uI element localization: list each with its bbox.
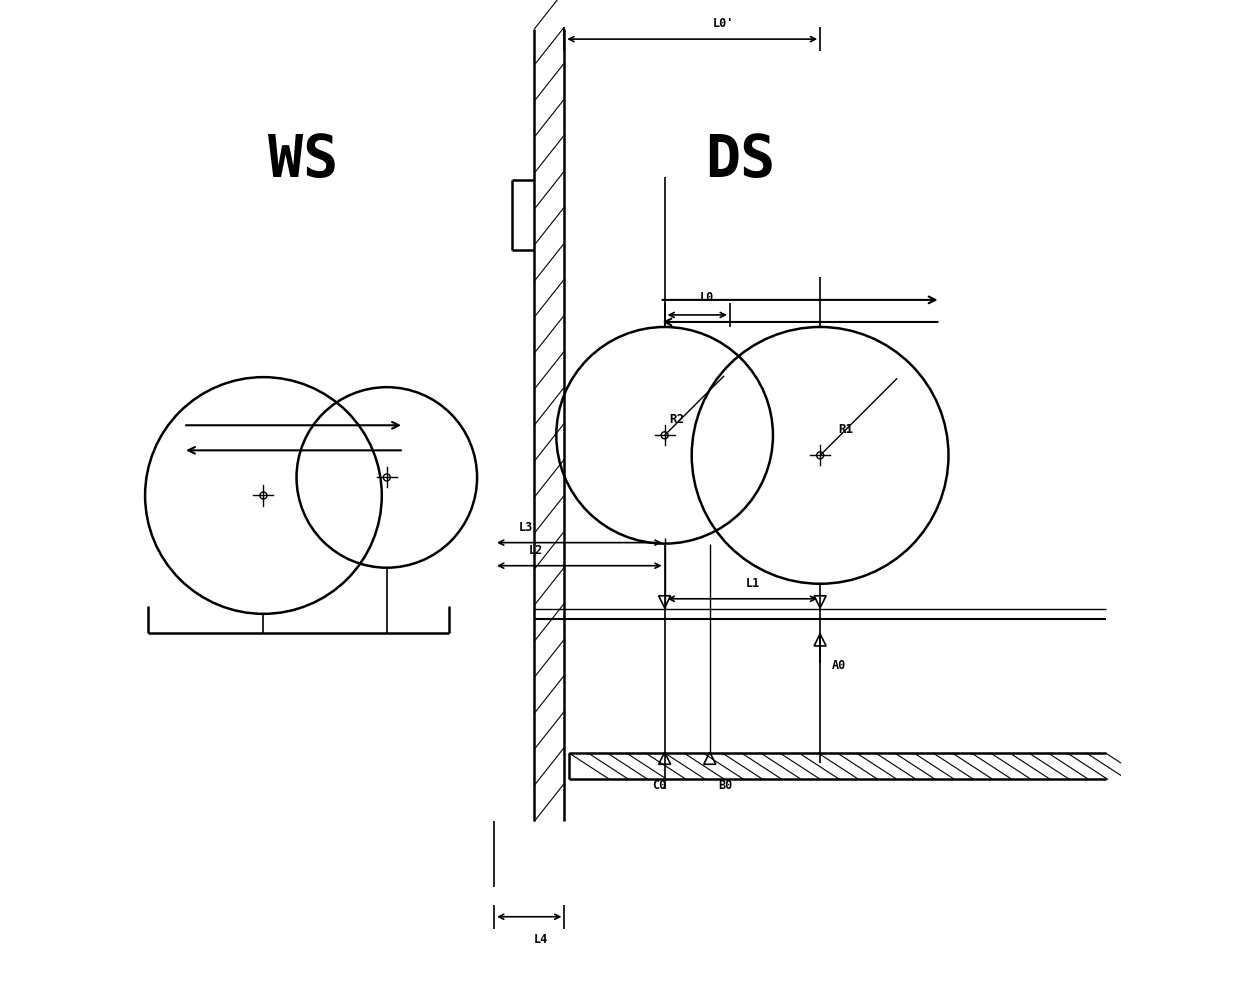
Text: R2: R2 xyxy=(669,413,685,426)
Text: A0: A0 xyxy=(833,658,846,671)
Text: L0': L0' xyxy=(712,17,733,30)
Text: L4: L4 xyxy=(534,932,549,945)
Text: C0: C0 xyxy=(653,779,667,792)
Text: DS: DS xyxy=(705,132,774,188)
Text: WS: WS xyxy=(269,132,338,188)
Text: L1: L1 xyxy=(746,576,760,589)
Text: R1: R1 xyxy=(838,423,854,436)
Text: L0: L0 xyxy=(700,291,715,304)
Text: B0: B0 xyxy=(717,779,732,792)
Text: L3: L3 xyxy=(519,520,534,533)
Text: L2: L2 xyxy=(529,543,544,556)
